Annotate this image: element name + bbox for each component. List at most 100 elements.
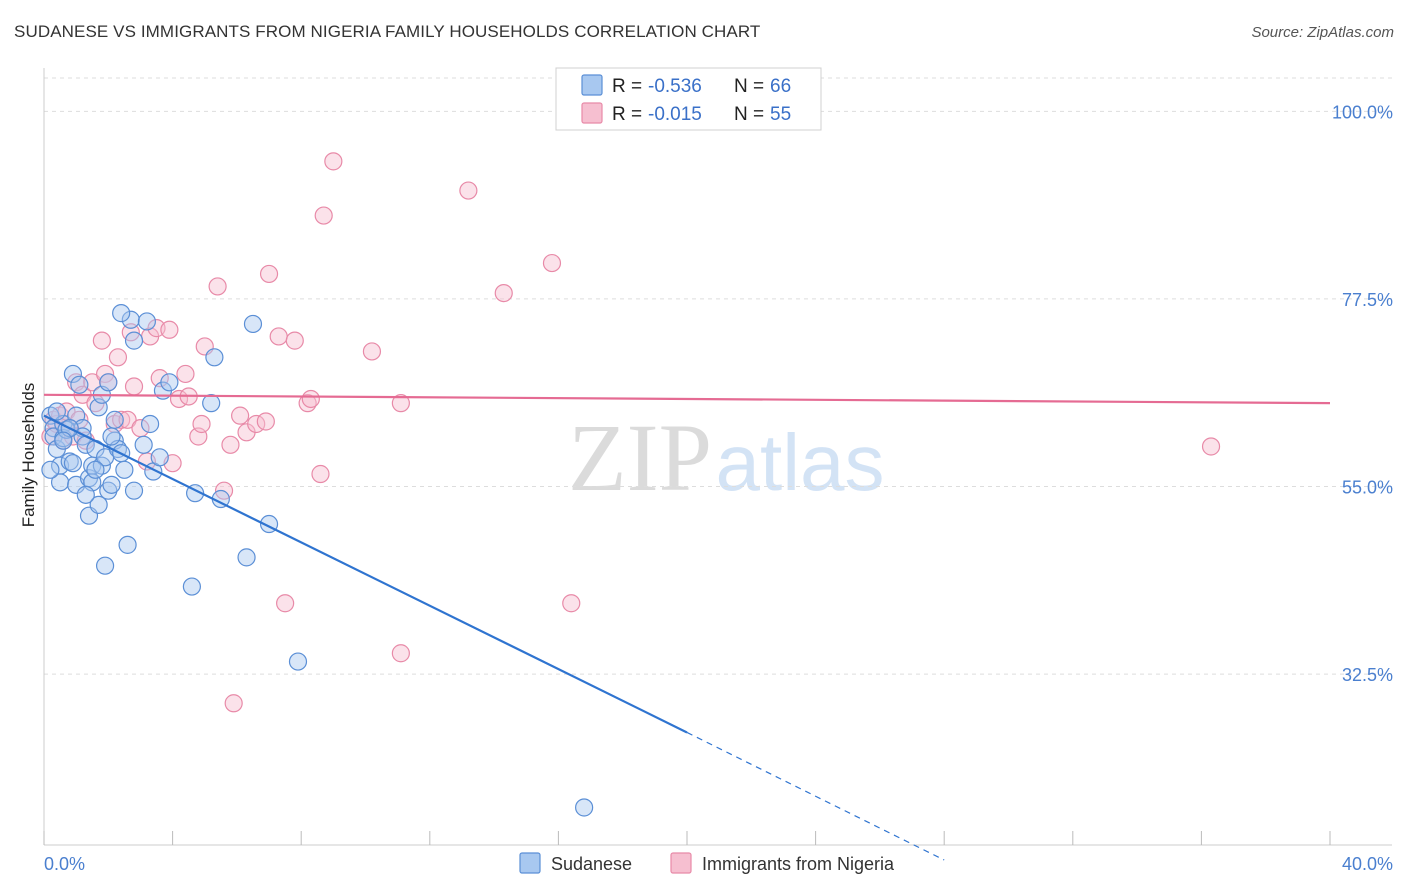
sudanese-point <box>243 314 263 334</box>
sudanese-point <box>102 475 121 494</box>
legend-n-label-sudanese: N = <box>734 76 764 97</box>
x-tick-labels: 0.0% 40.0% <box>44 854 1393 874</box>
sudanese-point <box>60 452 79 471</box>
sudanese-point <box>288 652 308 671</box>
sudanese-point <box>124 331 144 350</box>
sudanese-point <box>41 460 60 479</box>
y-tick-label: 55.0% <box>1342 478 1393 498</box>
sudanese-point <box>102 427 121 446</box>
legend-r-value-nigeria: -0.015 <box>648 104 702 125</box>
nigeria-point <box>542 253 562 273</box>
y-tick-label: 32.5% <box>1342 665 1393 685</box>
nigeria-point <box>276 594 295 613</box>
legend-n-label-nigeria: N = <box>734 104 764 125</box>
sudanese-point <box>575 798 594 817</box>
nigeria-point <box>259 264 279 284</box>
legend-r-value-sudanese: -0.536 <box>648 76 702 97</box>
nigeria-point <box>269 327 288 346</box>
source-credit: Source: ZipAtlas.com <box>1251 24 1394 41</box>
nigeria-point <box>391 644 410 663</box>
nigeria-point <box>314 206 333 225</box>
sudanese-point <box>160 373 179 392</box>
bottom-legend-swatch-nigeria <box>670 852 692 874</box>
legend-r-label-nigeria: R = <box>612 104 642 125</box>
sudanese-point <box>150 448 169 467</box>
sudanese-point <box>76 485 95 504</box>
bottom-legend-swatch-sudanese <box>519 852 541 874</box>
nigeria-point <box>459 181 478 200</box>
sudanese-point <box>63 364 83 384</box>
nigeria-point <box>256 412 275 431</box>
x-tick-label: 0.0% <box>44 854 85 874</box>
sudanese-point <box>124 481 144 500</box>
nigeria-point <box>112 410 131 429</box>
nigeria-point <box>311 464 330 484</box>
sudanese-point <box>89 495 108 514</box>
nigeria-point <box>124 377 144 396</box>
nigeria-point <box>494 283 513 303</box>
nigeria-point <box>362 342 382 361</box>
nigeria-point <box>92 331 111 350</box>
nigeria-point <box>285 331 304 350</box>
nigeria-point <box>224 694 243 713</box>
sudanese-point <box>99 481 118 500</box>
series-sudanese-points <box>41 304 594 817</box>
sudanese-trend-extension <box>686 731 945 861</box>
trend-lines <box>43 393 1331 861</box>
nigeria-trend-line <box>43 393 1331 405</box>
nigeria-point <box>176 364 195 384</box>
watermark-zip: ZIP <box>568 404 712 511</box>
nigeria-point <box>562 594 581 613</box>
nigeria-point <box>391 394 410 413</box>
nigeria-point <box>301 389 320 409</box>
series-legend: Sudanese Immigrants from Nigeria <box>519 852 895 874</box>
gridlines <box>44 77 1392 675</box>
nigeria-point <box>118 410 137 429</box>
sudanese-point <box>86 460 105 479</box>
nigeria-point <box>324 152 343 171</box>
bottom-legend-label-sudanese: Sudanese <box>551 854 632 874</box>
sudanese-point <box>54 431 73 450</box>
chart-title: SUDANESE VS IMMIGRANTS FROM NIGERIA FAMI… <box>14 22 761 41</box>
nigeria-point <box>221 435 240 454</box>
legend-swatch-sudanese <box>581 74 603 96</box>
bottom-legend-label-nigeria: Immigrants from Nigeria <box>702 854 895 874</box>
y-tick-labels: 32.5% 55.0% 77.5% 100.0% <box>1332 102 1393 685</box>
sudanese-point <box>118 535 137 554</box>
nigeria-point <box>1201 437 1221 456</box>
nigeria-point <box>160 320 179 339</box>
sudanese-point <box>115 460 134 479</box>
sudanese-point <box>237 548 256 567</box>
sudanese-point <box>95 556 115 575</box>
sudanese-point <box>105 410 124 429</box>
sudanese-point <box>205 348 224 367</box>
y-tick-label: 100.0% <box>1332 102 1393 122</box>
sudanese-point <box>140 414 160 434</box>
sudanese-point <box>134 435 153 454</box>
nigeria-point <box>108 348 128 367</box>
sudanese-point <box>202 394 221 413</box>
sudanese-point <box>99 373 118 392</box>
y-axis-label: Family Households <box>19 383 38 528</box>
nigeria-point <box>231 406 250 425</box>
nigeria-point <box>192 414 211 434</box>
sudanese-point <box>63 454 83 473</box>
sudanese-point <box>137 312 156 331</box>
legend-swatch-nigeria <box>581 102 603 124</box>
sudanese-trend-line <box>43 414 688 734</box>
x-tick-label: 40.0% <box>1342 854 1393 874</box>
legend-n-value-sudanese: 66 <box>770 76 791 97</box>
legend-n-value-nigeria: 55 <box>770 104 791 125</box>
sudanese-point <box>182 577 201 596</box>
watermark-atlas: atlas <box>716 418 885 507</box>
correlation-legend: R = -0.536 N = 66 R = -0.015 N = 55 <box>555 67 822 131</box>
sudanese-point <box>121 310 140 329</box>
sudanese-point <box>112 304 131 323</box>
legend-r-label-sudanese: R = <box>612 76 642 97</box>
sudanese-point <box>70 375 89 394</box>
sudanese-point <box>47 402 66 421</box>
y-tick-label: 77.5% <box>1342 290 1393 310</box>
axes <box>43 68 1392 846</box>
nigeria-point <box>208 277 227 296</box>
